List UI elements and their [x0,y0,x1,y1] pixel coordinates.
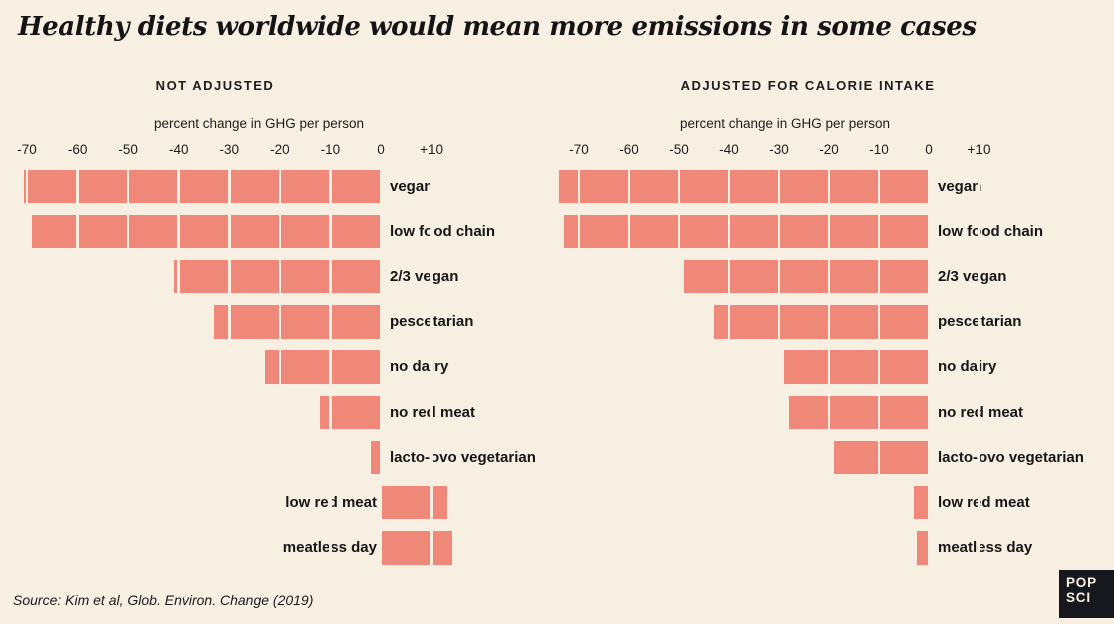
bar-no-dairy [264,350,381,384]
axis-tick-label: +10 [967,142,991,157]
gridline [329,169,332,566]
bar-no-red-meat [789,395,929,429]
category-label: low food chain [938,222,1043,240]
gridline [379,169,383,566]
bar-vegan [24,169,381,203]
bar-no-dairy [784,350,929,384]
gridline [777,169,781,566]
bar-pescetarian [214,305,381,339]
bar-lacto-ovo-vegetarian [370,440,381,475]
bar-meatless-day [381,531,452,565]
axis-tick-label: -70 [17,142,37,157]
category-label: lacto-ovo vegetarian [938,448,1084,466]
axis-tick-label: -40 [168,142,189,157]
gridline [228,169,231,566]
gridline [677,169,681,566]
category-label: no red meat [938,403,1024,421]
gridline [126,169,130,566]
gridline [278,169,282,566]
category-label: no dairy [938,358,997,376]
axis-tick-label: 0 [377,142,385,157]
category-label: meatless day [938,539,1033,557]
axis-tick-label: -30 [219,142,240,157]
popsci-logo: POP SCI [1059,570,1114,618]
gridline [430,169,433,566]
gridline [627,169,631,566]
category-label: lacto-ovo vegetarian [390,448,536,466]
category-label: low food chain [390,222,495,240]
category-label: low red meat [938,493,1030,511]
category-label: vegan [938,177,982,195]
bar-vegan [559,169,929,203]
gridline [577,169,581,566]
bar-low-red-meat [381,485,447,520]
gridline [827,169,831,566]
axis-tick-label: -50 [669,142,689,157]
right-chart-axis-label: percent change in GHG per person [679,116,891,131]
category-label: vegan [390,177,434,195]
chart-title: Healthy diets worldwide would mean more … [18,12,977,42]
bar-meatless-day [916,531,929,565]
category-label: no dairy [390,358,449,376]
logo-line-2: SCI [1066,589,1091,605]
axis-tick-label: -60 [619,142,639,157]
bar-pescetarian [714,305,929,339]
axis-tick-label: +10 [420,142,444,157]
axis-tick-label: -20 [270,142,290,157]
gridline [727,169,731,566]
axis-tick-label: -20 [819,142,839,157]
category-label: 2/3 vegan [938,267,1007,285]
left-chart-axis-label: percent change in GHG per person [153,116,365,131]
gridline [25,169,29,566]
axis-tick-label: -10 [320,142,341,157]
source-credit: Source: Kim et al, Glob. Environ. Change… [13,592,314,608]
logo-line-1: POP [1066,575,1097,590]
gridline [177,169,180,566]
gridline [977,169,981,566]
gridline [76,169,79,566]
axis-tick-label: -30 [769,142,789,157]
bar-2-3-vegan [173,259,381,294]
axis-tick-label: -10 [869,142,889,157]
gridline [927,169,931,566]
axis-tick-label: 0 [925,142,933,157]
gridline [877,169,881,566]
axis-tick-label: -50 [118,142,138,157]
bar-low-food-chain [32,214,381,249]
left-chart-header: NOT ADJUSTED [155,78,275,93]
bar-low-red-meat [914,485,929,520]
axis-tick-label: -70 [569,142,589,157]
bar-2-3-vegan [684,259,929,294]
axis-tick-label: -60 [67,142,88,157]
right-chart-header: ADJUSTED FOR CALORIE INTAKE [680,78,936,93]
category-label: 2/3 vegan [390,267,459,285]
axis-tick-label: -40 [719,142,739,157]
bar-low-food-chain [564,214,929,249]
bar-lacto-ovo-vegetarian [834,440,929,475]
